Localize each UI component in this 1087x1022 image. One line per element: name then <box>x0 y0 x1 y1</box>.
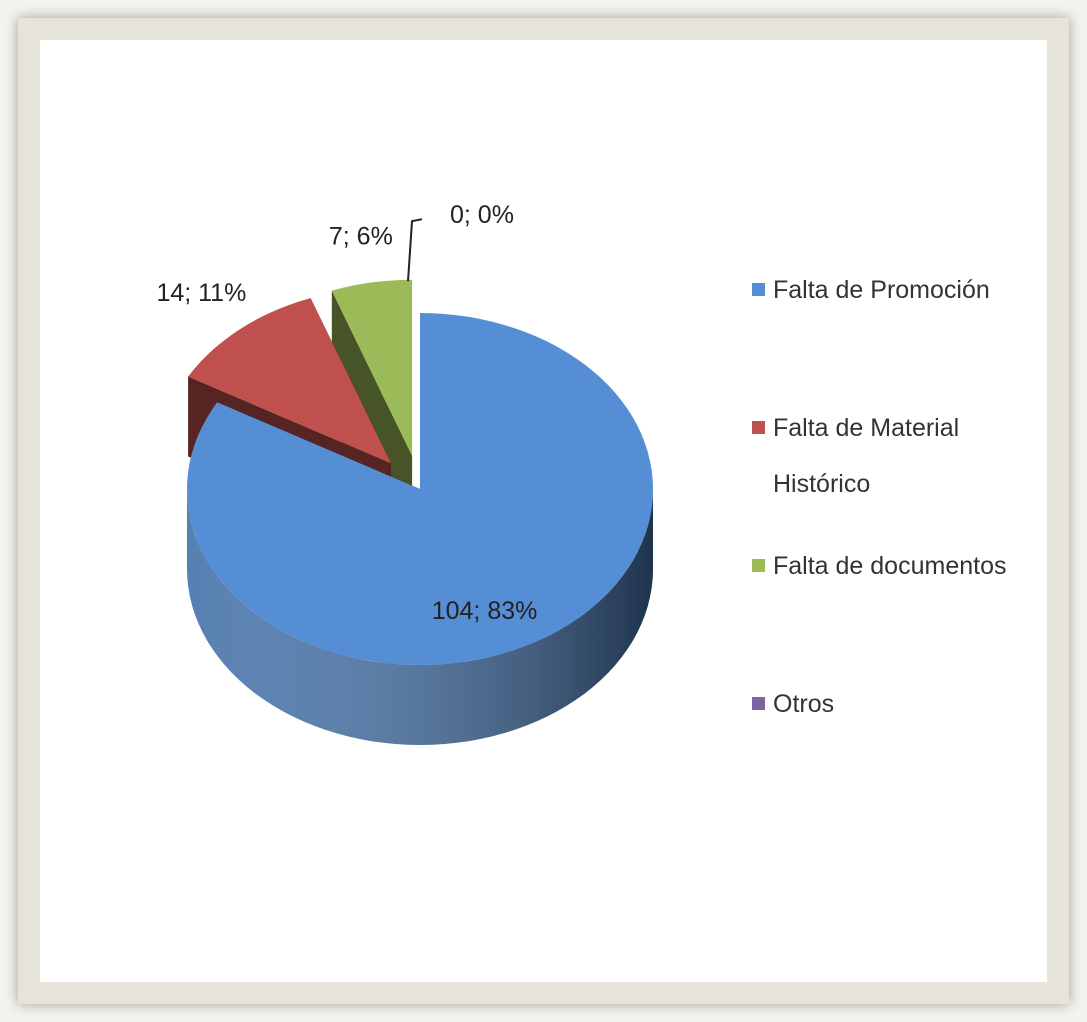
slice <box>187 313 653 745</box>
legend-label: Falta de Promoción <box>773 276 990 304</box>
legend-item: Falta de documentos <box>752 538 1052 676</box>
slice-wall-shade <box>187 489 653 745</box>
slice-top <box>188 298 391 464</box>
legend-item: Falta de Promoción <box>752 262 1052 400</box>
data-label: 0; 0% <box>450 201 514 229</box>
slice-side <box>331 290 413 536</box>
legend-label: Falta de documentos <box>773 552 1007 580</box>
leader-line <box>407 218 423 282</box>
legend-label: Falta de Material Histórico <box>773 414 960 498</box>
data-label: 14; 11% <box>156 279 246 307</box>
legend: Falta de Promoción Falta de Material Hist… <box>752 262 1052 814</box>
slice-top <box>187 313 653 665</box>
legend-swatch <box>752 283 765 296</box>
slice <box>331 279 413 536</box>
data-label: 104; 83% <box>432 597 538 625</box>
legend-swatch <box>752 421 765 434</box>
legend-swatch <box>752 559 765 572</box>
slice-top <box>331 279 413 456</box>
legend-label: Otros <box>773 690 835 718</box>
data-label: 7; 6% <box>329 222 393 250</box>
legend-item: Otros <box>752 676 1052 814</box>
legend-item: Falta de Material Histórico <box>752 400 1052 538</box>
legend-swatch <box>752 697 765 710</box>
